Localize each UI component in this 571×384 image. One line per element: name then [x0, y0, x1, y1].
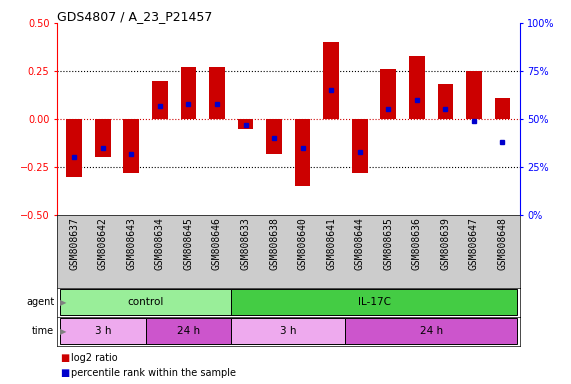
Bar [95, 119, 111, 157]
Bar [60, 290, 231, 315]
Bar [437, 84, 453, 119]
Text: 3 h: 3 h [95, 326, 111, 336]
Bar [494, 98, 510, 119]
Text: GSM808638: GSM808638 [269, 217, 279, 270]
Bar [123, 119, 139, 173]
Text: ▶: ▶ [60, 298, 66, 307]
Text: GDS4807 / A_23_P21457: GDS4807 / A_23_P21457 [57, 10, 212, 23]
Bar [323, 42, 339, 119]
Text: GSM808640: GSM808640 [297, 217, 308, 270]
Text: GSM808645: GSM808645 [183, 217, 194, 270]
Bar [266, 119, 282, 154]
Text: 24 h: 24 h [420, 326, 443, 336]
Bar [409, 56, 425, 119]
Text: GSM808636: GSM808636 [412, 217, 422, 270]
Text: IL-17C: IL-17C [357, 297, 391, 307]
Text: GSM808639: GSM808639 [440, 217, 451, 270]
Bar [152, 81, 168, 119]
Text: GSM808644: GSM808644 [355, 217, 365, 270]
Bar [295, 119, 311, 186]
Bar [238, 119, 254, 129]
Bar [60, 318, 146, 344]
Text: 3 h: 3 h [280, 326, 296, 336]
Bar [380, 69, 396, 119]
Bar [231, 318, 345, 344]
Text: agent: agent [26, 297, 54, 308]
Text: ■: ■ [60, 368, 69, 378]
Text: GSM808647: GSM808647 [469, 217, 479, 270]
Text: GSM808634: GSM808634 [155, 217, 165, 270]
Bar [146, 318, 231, 344]
Text: ▶: ▶ [60, 327, 66, 336]
Text: GSM808637: GSM808637 [69, 217, 79, 270]
Bar [180, 67, 196, 119]
Bar [466, 71, 482, 119]
Bar [66, 119, 82, 177]
Text: GSM808642: GSM808642 [98, 217, 108, 270]
Bar [345, 318, 517, 344]
Text: 24 h: 24 h [177, 326, 200, 336]
Bar [352, 119, 368, 173]
Text: ■: ■ [60, 353, 69, 363]
Bar [209, 67, 225, 119]
Text: GSM808635: GSM808635 [383, 217, 393, 270]
Text: log2 ratio: log2 ratio [71, 353, 118, 363]
Text: percentile rank within the sample: percentile rank within the sample [71, 368, 236, 378]
Text: GSM808643: GSM808643 [126, 217, 136, 270]
Text: GSM808633: GSM808633 [240, 217, 251, 270]
Text: time: time [32, 326, 54, 336]
Text: GSM808641: GSM808641 [326, 217, 336, 270]
Text: GSM808646: GSM808646 [212, 217, 222, 270]
Text: GSM808648: GSM808648 [497, 217, 508, 270]
Text: control: control [127, 297, 164, 307]
Bar [231, 290, 517, 315]
